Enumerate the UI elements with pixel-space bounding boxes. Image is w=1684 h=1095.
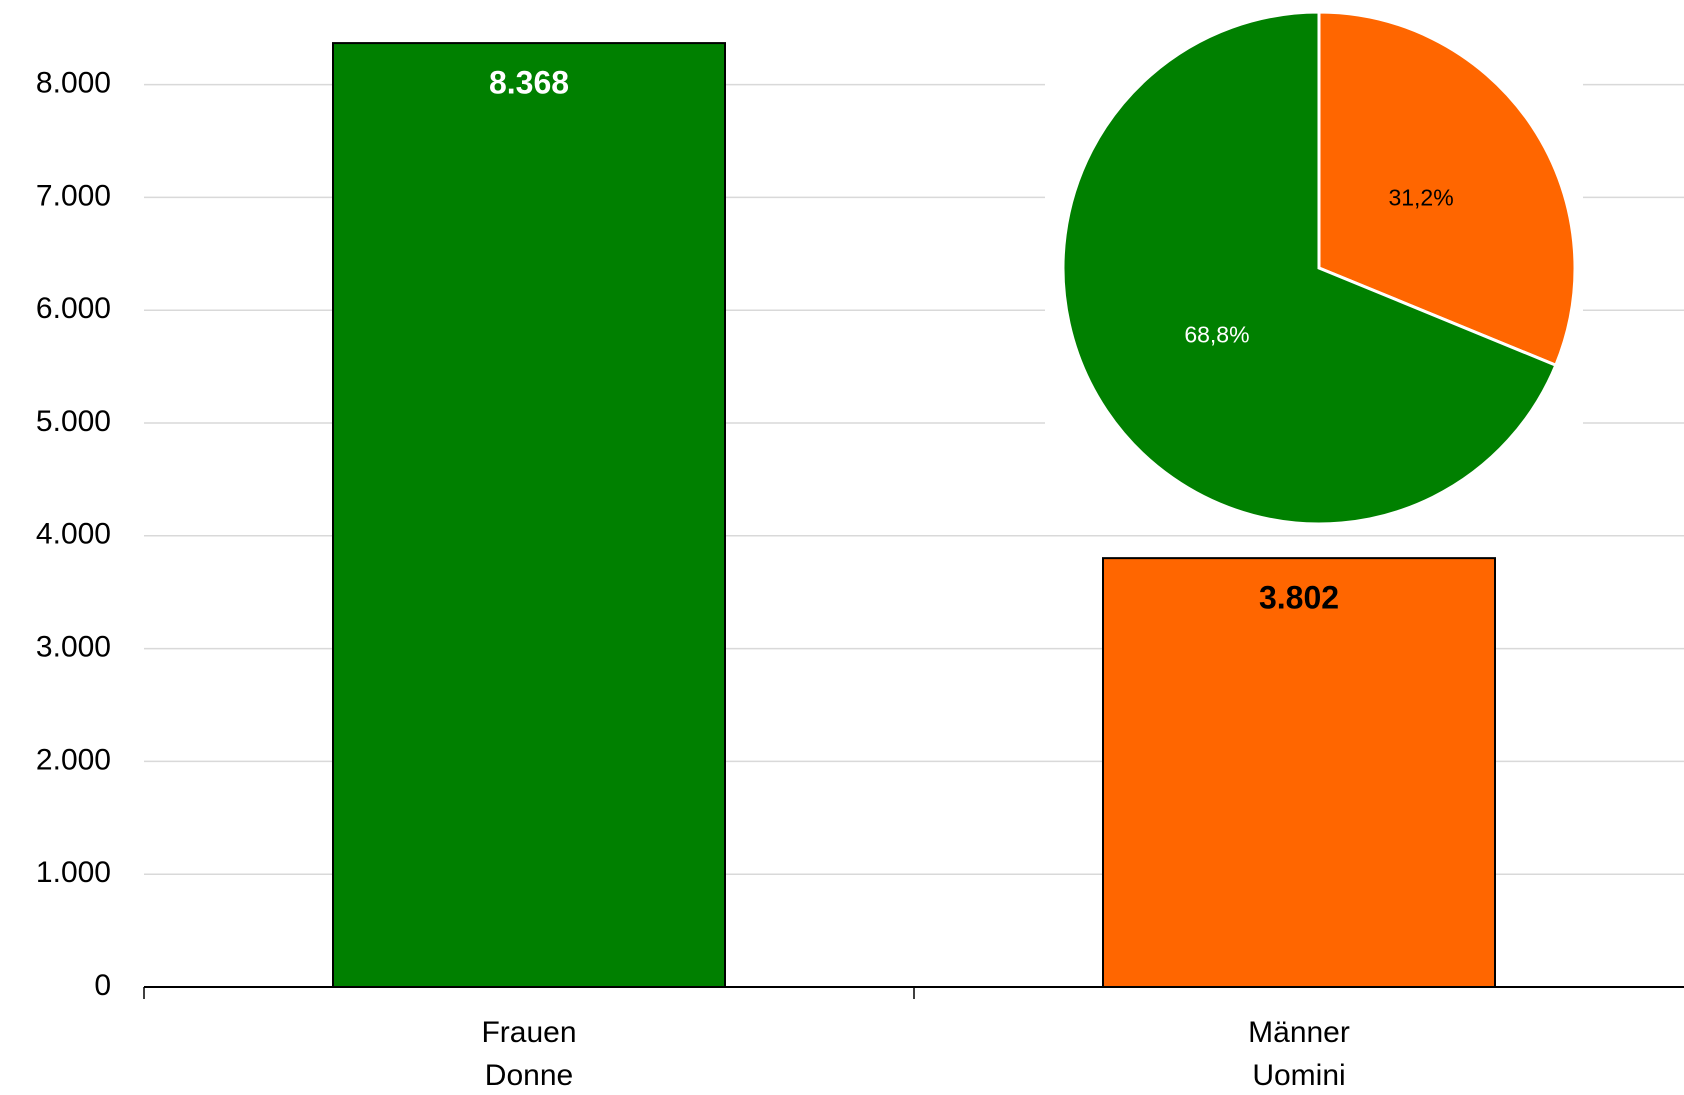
y-tick-label: 2.000 [36,743,111,776]
y-tick-label: 8.000 [36,67,111,100]
y-tick-label: 6.000 [36,292,111,325]
data-label: 3.802 [1259,580,1339,616]
pie-label: 68,8% [1184,322,1249,348]
pie-slice [1061,10,1558,526]
y-tick-label: 1.000 [36,856,111,889]
x-tick-label: Donne [485,1059,573,1092]
data-label: 8.368 [489,65,569,101]
bar [1102,557,1496,988]
y-tick-label: 7.000 [36,179,111,212]
y-tick-label: 4.000 [36,518,111,551]
y-tick-label: 5.000 [36,405,111,438]
y-tick-label: 3.000 [36,631,111,664]
pie-slice [1317,10,1577,368]
pie-label: 31,2% [1388,185,1453,211]
x-tick-label: Männer [1248,1016,1350,1049]
bar [332,42,726,988]
x-tick-label: Uomini [1252,1059,1345,1092]
x-tick-label: Frauen [481,1016,576,1049]
y-tick-label: 0 [94,969,111,1002]
